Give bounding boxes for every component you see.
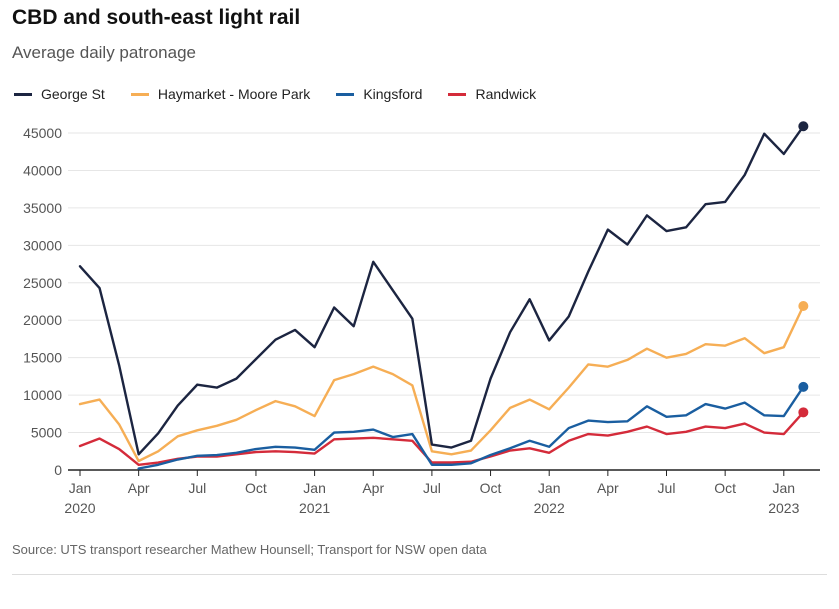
x-tick-year-label: 2023 (768, 500, 799, 516)
legend-item-george-st: George St (14, 86, 105, 102)
end-point-randwick (798, 407, 809, 418)
y-tick-label: 35000 (23, 200, 62, 216)
line-chart: 0 5000 10000 15000 20000 25000 30000 35000 40000… (23, 121, 820, 516)
legend-label: Randwick (475, 86, 537, 102)
legend-item-kingsford: Kingsford (336, 86, 422, 102)
x-tick-label: Apr (128, 480, 150, 496)
x-tick-label: Jul (658, 480, 676, 496)
x-tick-label: Jul (188, 480, 206, 496)
end-point-george-st (798, 121, 809, 132)
chart-title: CBD and south-east light rail (12, 6, 301, 29)
x-tick-year-label: 2021 (299, 500, 330, 516)
x-tick-label: Oct (245, 480, 267, 496)
chart-subtitle: Average daily patronage (12, 43, 196, 62)
x-tick-label: Jul (423, 480, 441, 496)
source-note: Source: UTS transport researcher Mathew … (12, 542, 487, 557)
end-point-haymarket-moore-park (798, 300, 809, 311)
x-tick-label: Jan (773, 480, 796, 496)
x-tick-year-label: 2020 (64, 500, 95, 516)
y-tick-label: 45000 (23, 125, 62, 141)
x-tick-label: Jan (303, 480, 326, 496)
legend: George St Haymarket - Moore Park Kingsfo… (14, 86, 562, 102)
legend-swatch (14, 92, 32, 96)
y-tick-label: 10000 (23, 387, 62, 403)
series-line-haymarket-moore-park (78, 304, 805, 463)
legend-item-haymarket-moore-park: Haymarket - Moore Park (130, 86, 311, 102)
y-tick-label: 30000 (23, 237, 62, 253)
series-line-george-st (78, 125, 805, 456)
x-tick-label: Oct (480, 480, 502, 496)
y-tick-label: 25000 (23, 275, 62, 291)
legend-swatch (448, 92, 467, 96)
end-point-kingsford (798, 381, 809, 392)
footer-divider (12, 574, 827, 575)
legend-label: George St (41, 86, 105, 102)
y-tick-label: 20000 (23, 312, 62, 328)
legend-swatch (130, 92, 149, 96)
y-tick-label: 0 (54, 462, 62, 478)
x-tick-label: Apr (362, 480, 384, 496)
legend-label: Kingsford (363, 86, 423, 102)
legend-label: Haymarket - Moore Park (157, 86, 311, 102)
y-tick-label: 5000 (31, 425, 62, 441)
y-tick-label: 15000 (23, 350, 62, 366)
x-tick-year-label: 2022 (534, 500, 565, 516)
y-tick-label: 40000 (23, 162, 62, 178)
legend-swatch (336, 92, 355, 96)
series-line-kingsford (137, 385, 805, 470)
x-tick-label: Jan (69, 480, 92, 496)
x-tick-label: Oct (714, 480, 736, 496)
x-tick-label: Jan (538, 480, 561, 496)
legend-item-randwick: Randwick (448, 86, 536, 102)
x-tick-label: Apr (597, 480, 619, 496)
